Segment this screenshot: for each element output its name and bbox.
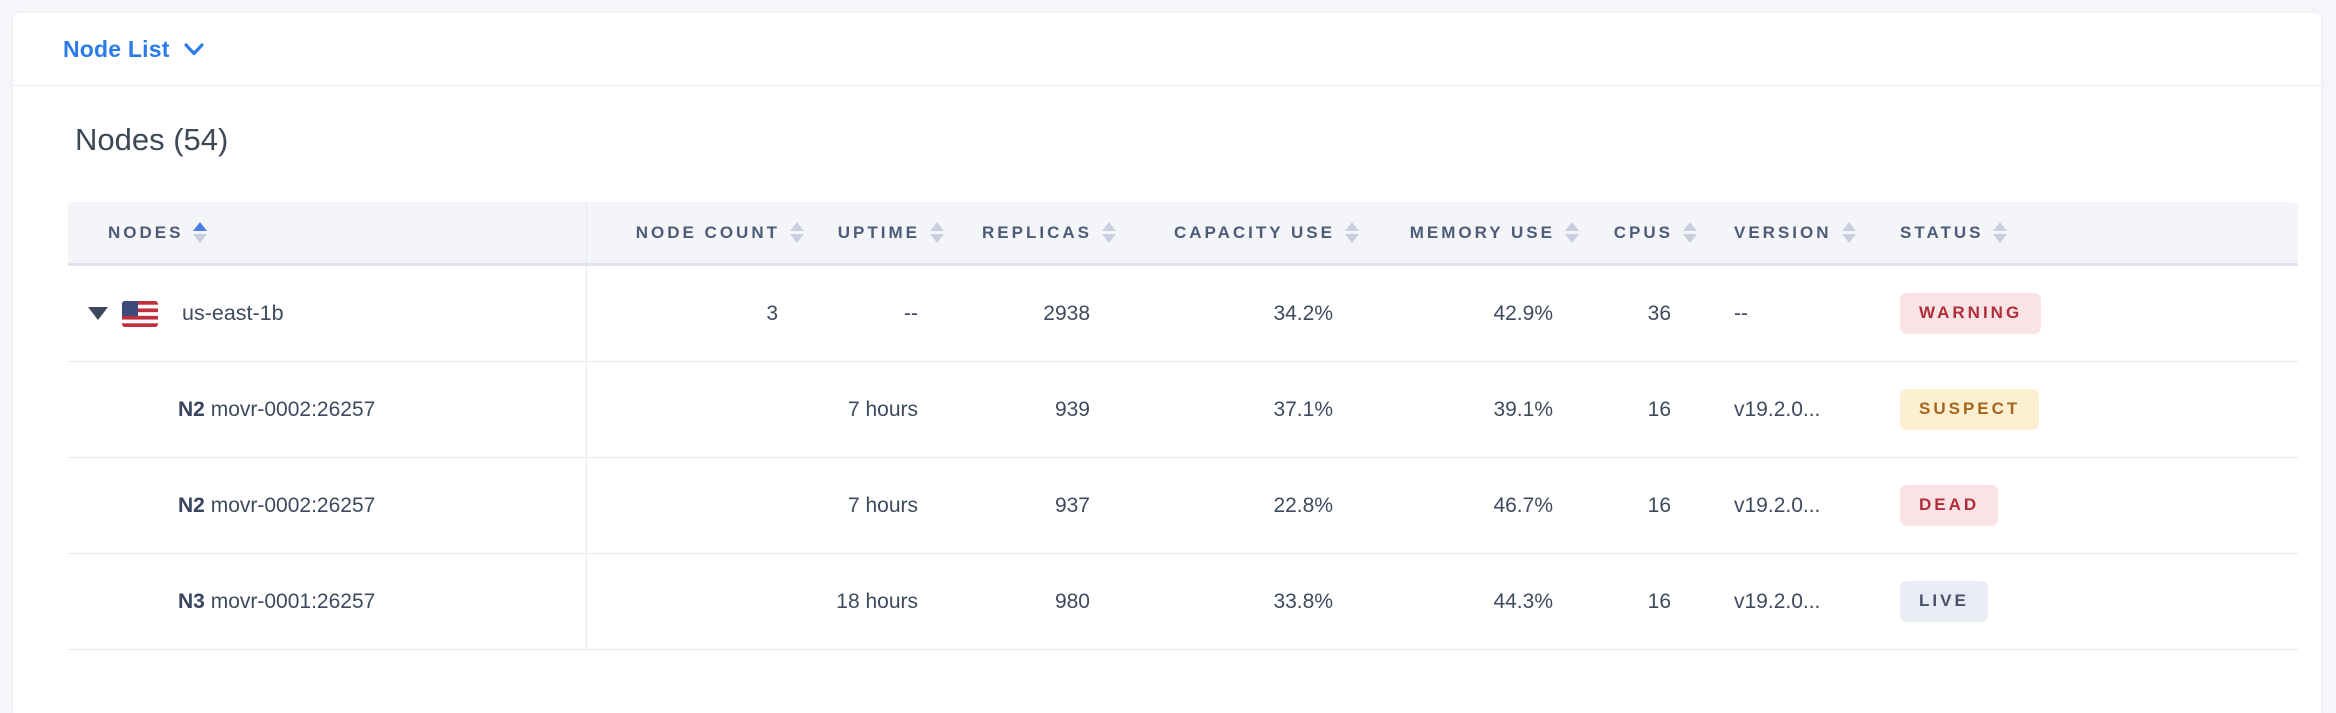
capacity_use-cell: 33.8% [1122,554,1365,650]
node-cell: N2 movr-0002:26257 [68,362,587,458]
memory_use-cell: 46.7% [1365,458,1585,554]
column-header-node_count[interactable]: NODE COUNT [587,202,810,266]
uptime-cell: 7 hours [810,362,950,458]
node-id: N2 [178,397,205,421]
cpus-cell: 16 [1585,458,1703,554]
node-id: N3 [178,589,205,613]
column-label: VERSION [1734,222,1832,242]
version-cell: v19.2.0... [1703,362,1875,458]
sort-icon [193,222,208,243]
nodes-table: NODES NODE COUNT UPTIME REPLICAS CAPACITY US… [68,202,2298,650]
version-cell: v19.2.0... [1703,458,1875,554]
replicas-cell: 937 [950,458,1122,554]
status-badge: WARNING [1900,293,2042,334]
column-label: REPLICAS [982,222,1092,242]
column-label: NODES [108,222,184,242]
memory_use-cell: 42.9% [1365,266,1585,362]
node_count-cell [587,458,810,554]
sort-icon [1565,222,1579,243]
table-header-row: NODES NODE COUNT UPTIME REPLICAS CAPACITY US… [68,202,2298,266]
node-id: N2 [178,493,205,517]
replicas-cell: 2938 [950,266,1122,362]
column-header-memory_use[interactable]: MEMORY USE [1365,202,1585,266]
column-header-capacity_use[interactable]: CAPACITY USE [1122,202,1365,266]
column-label: CPUS [1613,222,1673,242]
column-header-uptime[interactable]: UPTIME [810,202,950,266]
page-nav-bar: Node List [13,13,2321,86]
capacity_use-cell: 37.1% [1122,362,1365,458]
node-list-card: Node List Nodes (54) NODES NODE COUNT UPTI… [13,13,2321,713]
table-body: us-east-1b 3 -- 2938 34.2% 42.9% 36 -- WARNING N2… [68,266,2298,650]
uptime-cell: 7 hours [810,458,950,554]
sort-icon [930,222,944,243]
status-cell: LIVE [1875,554,2298,650]
chevron-down-icon [183,42,204,56]
replicas-cell: 980 [950,554,1122,650]
node-list-dropdown[interactable]: Node List [63,36,204,63]
uptime-cell: 18 hours [810,554,950,650]
memory_use-cell: 39.1% [1365,362,1585,458]
status-badge: LIVE [1900,581,1988,622]
cpus-cell: 16 [1585,362,1703,458]
column-header-cpus[interactable]: CPUS [1585,202,1703,266]
replicas-cell: 939 [950,362,1122,458]
capacity_use-cell: 34.2% [1122,266,1365,362]
node_count-cell [587,554,810,650]
uptime-cell: -- [810,266,950,362]
status-badge: SUSPECT [1900,389,2040,430]
sort-icon [1683,222,1697,243]
node-address: movr-0001:26257 [210,589,376,613]
node-cell: N3 movr-0001:26257 [68,554,587,650]
column-header-status[interactable]: STATUS [1875,202,2298,266]
status-cell: WARNING [1875,266,2298,362]
node_count-cell [587,362,810,458]
column-label: MEMORY USE [1409,222,1555,242]
version-cell: -- [1703,266,1875,362]
us-flag-icon [122,300,158,327]
node-cell: N2 movr-0002:26257 [68,458,587,554]
column-header-nodes[interactable]: NODES [68,202,587,266]
sort-icon [1993,222,2008,243]
expand-caret-icon[interactable] [88,307,108,320]
region-cell: us-east-1b [68,266,587,362]
column-header-version[interactable]: VERSION [1703,202,1875,266]
capacity_use-cell: 22.8% [1122,458,1365,554]
node-address: movr-0002:26257 [210,397,376,421]
column-label: CAPACITY USE [1173,222,1335,242]
memory_use-cell: 44.3% [1365,554,1585,650]
status-cell: DEAD [1875,458,2298,554]
table-row: N3 movr-0001:26257 18 hours 980 33.8% 44.3% 1… [68,554,2298,650]
table-row: N2 movr-0002:26257 7 hours 939 37.1% 39.1% 16… [68,362,2298,458]
cpus-cell: 16 [1585,554,1703,650]
node_count-cell: 3 [587,266,810,362]
column-label: STATUS [1900,222,1984,242]
column-header-replicas[interactable]: REPLICAS [950,202,1122,266]
sort-icon [1102,222,1116,243]
sort-icon [1841,222,1856,243]
sort-icon [790,222,804,243]
heading-zone: Nodes (54) [13,86,2321,202]
column-label: UPTIME [837,222,920,242]
status-cell: SUSPECT [1875,362,2298,458]
status-badge: DEAD [1900,485,1999,526]
page-title: Nodes (54) [75,122,229,157]
column-label: NODE COUNT [635,222,780,242]
table-row: N2 movr-0002:26257 7 hours 937 22.8% 46.7% 16… [68,458,2298,554]
nodes-table-wrap: NODES NODE COUNT UPTIME REPLICAS CAPACITY US… [68,202,2298,650]
sort-icon [1345,222,1359,243]
table-row: us-east-1b 3 -- 2938 34.2% 42.9% 36 -- WARNING [68,266,2298,362]
version-cell: v19.2.0... [1703,554,1875,650]
cpus-cell: 36 [1585,266,1703,362]
region-name: us-east-1b [182,301,284,325]
node-address: movr-0002:26257 [210,493,376,517]
node-list-dropdown-label: Node List [63,35,170,62]
